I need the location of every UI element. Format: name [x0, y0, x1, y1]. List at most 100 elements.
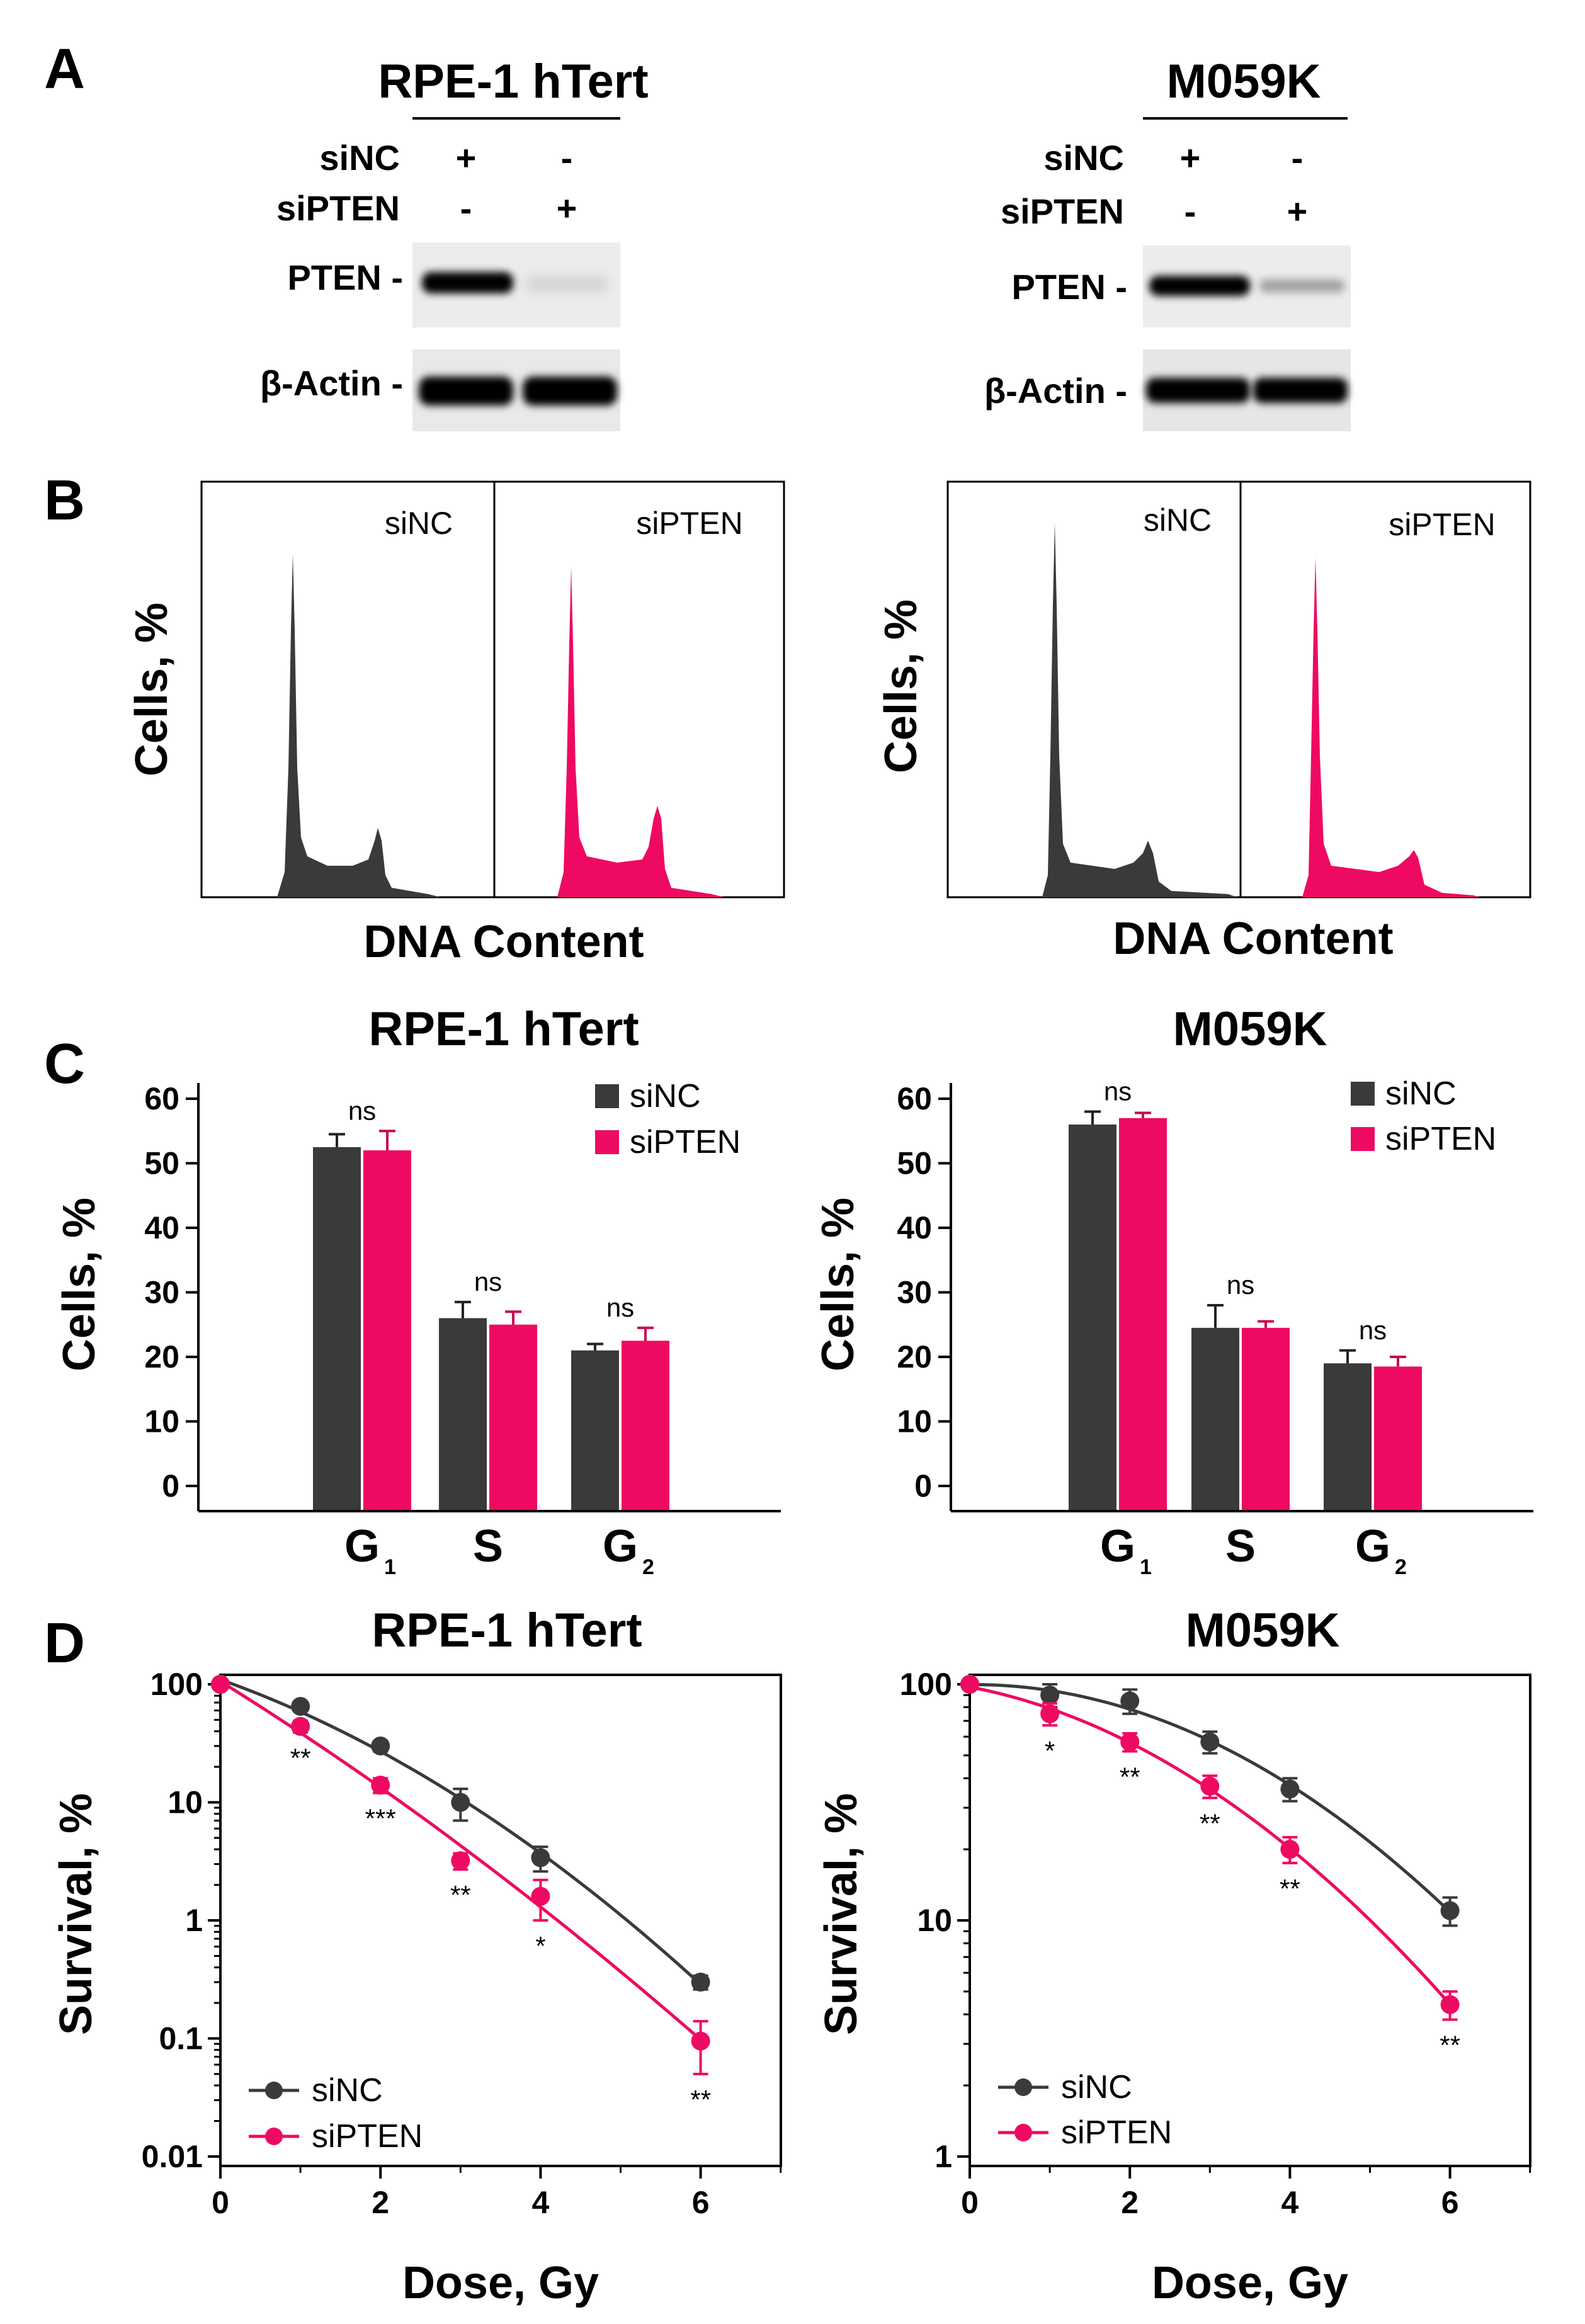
survival-chart-curves-m059k: ********* — [960, 1675, 1460, 2060]
histogram-sipten — [557, 567, 724, 897]
panel-letter-d: D — [44, 1612, 85, 1675]
y-tick-label: 60 — [144, 1081, 179, 1116]
histogram-frame-m059k — [946, 480, 1531, 898]
y-tick-label: 10 — [168, 1785, 203, 1820]
panel-a-m059k: M059K siNC + - siPTEN - + PTEN - β-Actin… — [984, 55, 1351, 431]
significance-label: ** — [1120, 1762, 1140, 1791]
bar-sinc — [1324, 1363, 1372, 1510]
histogram-label-sipten: siPTEN — [636, 506, 742, 541]
bar-chart-yticks: 0 10 20 30 40 50 60 — [144, 1081, 198, 1504]
sinc-row-label: siNC — [319, 138, 400, 178]
survival-chart-legend-m059k: siNC siPTEN — [998, 2069, 1172, 2151]
sipten-lane1-sign-m059k: - — [1184, 191, 1196, 231]
bar-chart-bars-m059k: ns ns ns — [1069, 1077, 1422, 1510]
bar-chart-title: RPE-1 hTert — [368, 1002, 639, 1056]
x-tick-label: 6 — [1441, 2185, 1459, 2220]
sipten-lane2-sign: + — [557, 188, 577, 228]
data-point-sinc — [691, 1973, 710, 1992]
legend-swatch-sinc — [595, 1084, 619, 1108]
pten-band-sinc-m059k — [1149, 276, 1250, 296]
histogram-ylabel-m059k: Cells, % — [876, 599, 926, 773]
bar-chart-ylabel-m059k: Cells, % — [813, 1198, 863, 1371]
legend-swatch-sipten — [595, 1130, 619, 1154]
pten-blot-label-m059k: PTEN - — [1011, 267, 1127, 307]
data-point-sipten — [1280, 1840, 1300, 1859]
data-point-sinc — [1120, 1691, 1140, 1711]
significance-label: ** — [450, 1880, 471, 1910]
category-label: G — [1355, 1521, 1390, 1572]
actin-blot-label: β-Actin - — [260, 363, 403, 403]
category-subscript: 1 — [384, 1555, 396, 1579]
panel-letter-c: C — [44, 1033, 85, 1096]
y-tick-label: 10 — [897, 1404, 932, 1439]
legend-marker-sipten — [1014, 2124, 1032, 2141]
legend-label-sinc: siNC — [630, 1078, 701, 1114]
survival-chart-xlabel-m059k: Dose, Gy — [1152, 2258, 1348, 2308]
bar-sipten — [1242, 1327, 1290, 1510]
data-point-sipten — [960, 1675, 979, 1694]
survival-chart-ylabel: Survival, % — [51, 1793, 101, 2035]
legend-label-sipten: siPTEN — [630, 1124, 741, 1160]
bar-sinc — [1191, 1327, 1239, 1510]
bar-chart-legend-m059k: siNC siPTEN — [1351, 1075, 1496, 1157]
legend-swatch-sinc — [1351, 1082, 1375, 1106]
survival-chart-ticks-m059k: 1 10 100 0 2 4 6 — [900, 1667, 1531, 2220]
data-point-sipten — [531, 1886, 550, 1906]
histogram-xlabel-m059k: DNA Content — [1113, 914, 1393, 964]
significance-label: *** — [365, 1804, 396, 1834]
bar-sinc — [313, 1147, 361, 1510]
data-point-sinc — [1280, 1779, 1300, 1799]
y-tick-label: 100 — [900, 1667, 952, 1702]
bar-sipten — [622, 1341, 669, 1510]
pten-blot-label: PTEN - — [287, 258, 403, 297]
data-point-sipten — [291, 1716, 310, 1736]
sinc-lane2-sign: - — [561, 138, 573, 178]
sipten-row-label-m059k: siPTEN — [1001, 191, 1124, 231]
survival-chart-curves: ********** — [211, 1675, 711, 2114]
data-point-sinc — [1440, 1901, 1460, 1920]
data-point-sipten — [1040, 1704, 1060, 1723]
sipten-lane1-sign: - — [460, 188, 472, 228]
data-point-sinc — [1040, 1686, 1060, 1705]
sipten-lane2-sign-m059k: + — [1287, 191, 1308, 231]
sinc-row-label-m059k: siNC — [1043, 138, 1124, 178]
pten-band-sinc — [422, 272, 513, 293]
y-tick-label: 60 — [897, 1081, 932, 1116]
survival-chart-title-m059k: M059K — [1186, 1604, 1340, 1657]
significance-label: ** — [1280, 1874, 1300, 1903]
legend-label-sinc: siNC — [312, 2072, 383, 2109]
y-tick-label: 50 — [897, 1146, 932, 1181]
x-tick-label: 0 — [961, 2185, 979, 2220]
y-tick-label: 1 — [935, 2139, 952, 2174]
bar-chart-yticks-m059k: 0 10 20 30 40 50 60 — [897, 1081, 951, 1504]
sipten-row-label: siPTEN — [276, 188, 400, 228]
y-tick-label: 10 — [144, 1404, 179, 1439]
data-point-sinc — [531, 1848, 550, 1868]
panel-letter-a: A — [44, 38, 85, 101]
bar-sinc — [439, 1318, 487, 1510]
category-label: G — [603, 1521, 638, 1572]
legend-label-sinc: siNC — [1385, 1075, 1457, 1112]
category-subscript: 2 — [642, 1555, 654, 1579]
bar-sipten — [489, 1324, 537, 1510]
data-point-sipten — [211, 1675, 230, 1694]
significance-label: ** — [1440, 2031, 1460, 2060]
survival-chart-ticks: 0.01 0.1 1 10 100 0 2 4 6 — [142, 1667, 782, 2220]
histogram-sinc-m059k — [1042, 523, 1237, 897]
survival-chart-ylabel-m059k: Survival, % — [816, 1793, 866, 2035]
panel-letter-b: B — [44, 469, 85, 532]
legend-marker-sipten — [265, 2128, 283, 2145]
y-tick-label: 0 — [162, 1468, 179, 1504]
survival-chart-rpe1: RPE-1 hTert Survival, % Dose, Gy 0.01 0.1… — [51, 1604, 782, 2308]
pten-band-sipten-m059k — [1259, 279, 1344, 293]
significance-label: ** — [1200, 1809, 1220, 1839]
y-tick-label: 30 — [897, 1275, 932, 1310]
significance-label: * — [535, 1931, 545, 1961]
category-label: G — [344, 1521, 380, 1572]
sinc-lane2-sign-m059k: - — [1292, 138, 1304, 178]
sinc-lane1-sign-m059k: + — [1180, 138, 1201, 178]
